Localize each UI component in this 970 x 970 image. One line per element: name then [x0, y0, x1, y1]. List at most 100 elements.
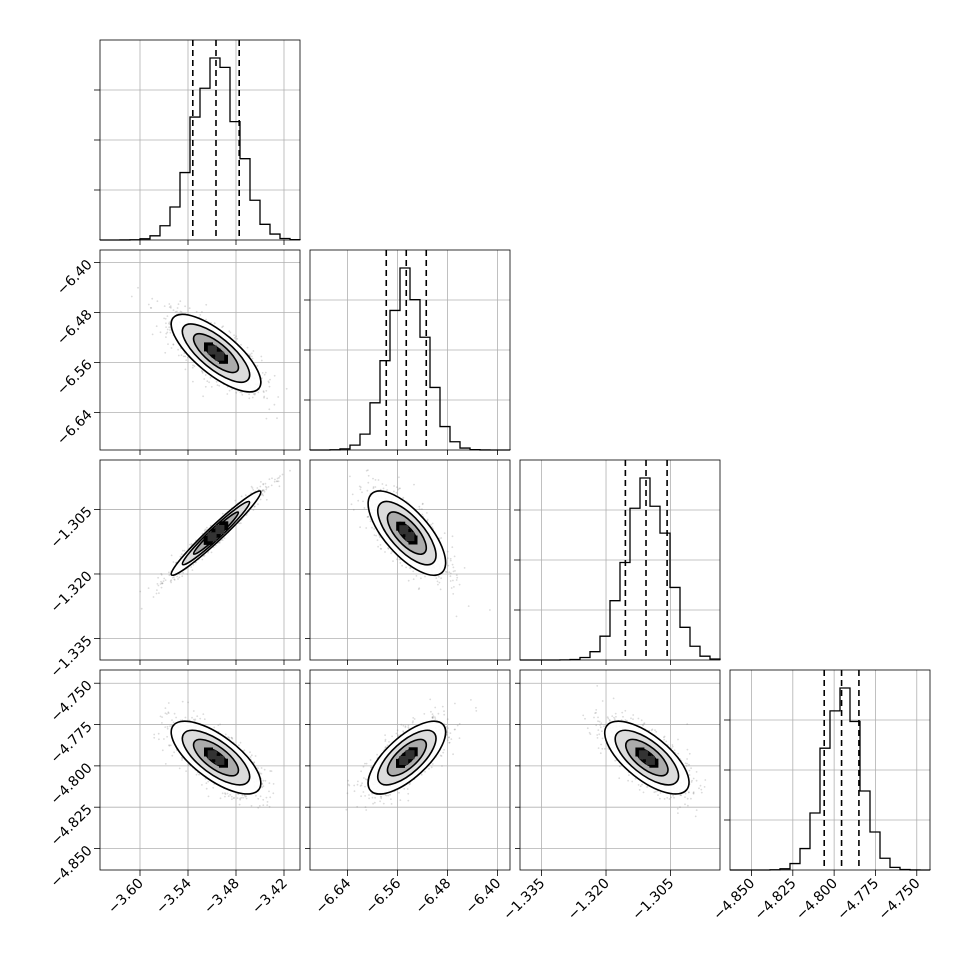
scatter-point: [405, 566, 407, 569]
scatter-point: [205, 787, 208, 790]
scatter-point: [456, 576, 459, 579]
panel-0-0: [94, 39, 301, 245]
scatter-point: [161, 582, 164, 585]
scatter-point: [203, 529, 206, 532]
scatter-point: [393, 490, 395, 493]
scatter-point: [365, 762, 368, 765]
scatter-point: [173, 712, 176, 715]
scatter-point: [379, 547, 382, 550]
scatter-point: [176, 307, 179, 309]
scatter-point: [256, 364, 259, 367]
scatter-point: [164, 707, 167, 709]
scatter-point: [208, 381, 211, 384]
scatter-point: [191, 716, 193, 719]
scatter-point: [177, 354, 180, 357]
density-cell: [207, 345, 217, 355]
scatter-point: [265, 486, 268, 489]
scatter-point: [430, 523, 432, 526]
scatter-point: [365, 809, 368, 811]
scatter-point: [164, 579, 167, 581]
scatter-point: [139, 590, 142, 593]
scatter-point: [168, 574, 171, 577]
scatter-point: [219, 797, 222, 800]
scatter-point: [228, 389, 231, 392]
scatter-point: [176, 575, 179, 578]
scatter-point: [229, 793, 232, 796]
scatter-point: [418, 505, 421, 508]
scatter-point: [203, 378, 206, 380]
scatter-point: [168, 571, 170, 574]
scatter-point: [252, 489, 255, 491]
scatter-point: [192, 710, 195, 712]
scatter-point: [265, 796, 268, 799]
scatter-point: [191, 366, 194, 369]
scatter-point: [249, 751, 251, 754]
scatter-point: [181, 700, 184, 703]
scatter-point: [358, 485, 361, 488]
scatter-point: [278, 485, 281, 488]
scatter-point: [147, 303, 150, 306]
scatter-point: [407, 799, 410, 802]
scatter-point: [180, 354, 183, 357]
scatter-point: [269, 796, 272, 799]
scatter-point: [398, 558, 401, 561]
scatter-point: [202, 395, 205, 398]
scatter-point: [449, 575, 452, 578]
scatter-point: [367, 481, 370, 484]
scatter-point: [226, 393, 229, 395]
scatter-point: [356, 783, 359, 786]
scatter-point: [167, 711, 170, 714]
scatter-point: [446, 557, 449, 559]
scatter-point: [266, 801, 269, 803]
scatter-point: [350, 503, 353, 506]
scatter-point: [455, 574, 458, 576]
scatter-point: [251, 487, 254, 489]
scatter-point: [431, 713, 434, 716]
panel-1-1: [304, 249, 511, 455]
scatter-point: [164, 351, 167, 354]
scatter-point: [248, 393, 251, 396]
scatter-point: [475, 706, 477, 709]
y-tick-label: −6.48: [54, 307, 96, 349]
scatter-point: [173, 751, 176, 754]
scatter-point: [260, 359, 263, 362]
scatter-point: [235, 391, 238, 394]
scatter-point: [179, 310, 182, 313]
scatter-point: [231, 737, 234, 740]
scatter-point: [167, 702, 170, 704]
scatter-point: [168, 321, 171, 324]
scatter-point: [264, 371, 267, 374]
scatter-point: [438, 575, 440, 578]
scatter-point: [157, 732, 160, 735]
scatter-point: [380, 797, 383, 800]
scatter-point: [275, 480, 278, 483]
scatter-point: [451, 563, 454, 566]
scatter-point: [451, 546, 454, 549]
scatter-point: [251, 396, 254, 399]
scatter-point: [161, 722, 163, 724]
scatter-point: [362, 791, 365, 793]
scatter-point: [260, 355, 263, 358]
scatter-point: [176, 310, 178, 313]
y-tick-label: −4.850: [48, 843, 96, 891]
panel-2-0: −1.305−1.320−1.335: [48, 459, 301, 681]
scatter-point: [402, 724, 405, 727]
scatter-point: [262, 804, 265, 807]
scatter-point: [351, 493, 354, 496]
scatter-point: [263, 396, 265, 399]
scatter-point: [265, 488, 268, 491]
scatter-point: [161, 716, 164, 718]
scatter-point: [421, 513, 424, 516]
scatter-point: [159, 583, 162, 585]
scatter-point: [162, 580, 165, 583]
scatter-point: [395, 732, 398, 735]
scatter-point: [467, 605, 470, 607]
scatter-point: [268, 381, 270, 384]
scatter-point: [187, 701, 190, 704]
scatter-point: [203, 554, 206, 557]
scatter-point: [261, 372, 264, 374]
scatter-point: [458, 583, 461, 586]
scatter-point: [181, 549, 184, 552]
density-cell: [215, 351, 225, 361]
scatter-point: [202, 713, 205, 715]
